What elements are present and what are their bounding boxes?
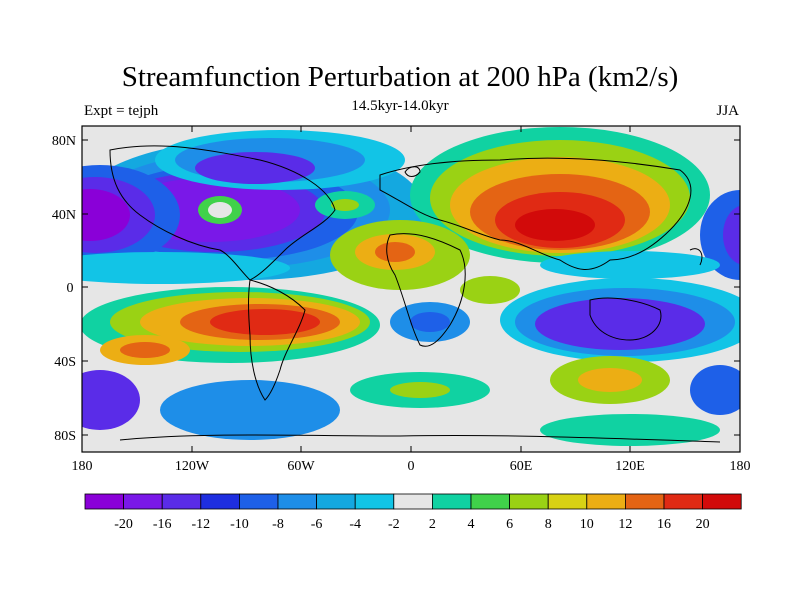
y-ticks	[82, 139, 740, 436]
colorbar-swatch	[123, 493, 163, 510]
lon-label: 120W	[175, 459, 210, 474]
positive-band-atlantic	[315, 191, 520, 304]
colorbar-swatch	[586, 493, 626, 510]
colorbar-label: -16	[153, 517, 172, 532]
colorbar-swatch	[84, 493, 124, 510]
positive-center-eurasia	[410, 127, 710, 263]
lon-label: 180	[730, 459, 751, 474]
colorbar-swatch	[431, 493, 472, 510]
colorbar-label: -8	[272, 517, 284, 532]
colorbar-label: -6	[311, 517, 323, 532]
lon-label: 0	[408, 459, 415, 474]
longitude-labels: 180 120W 60W 0 60E 120E 180	[72, 459, 751, 474]
negative-center-australia	[390, 278, 740, 362]
colorbar-label: 4	[468, 517, 475, 532]
colorbar-label: 16	[657, 517, 671, 532]
colorbar-swatch	[702, 493, 742, 510]
colorbar-swatch	[625, 493, 665, 510]
colorbar-label: 20	[696, 517, 710, 532]
colorbar-label: 8	[545, 517, 552, 532]
lat-label: 80S	[54, 429, 76, 444]
negative-band-arctic	[155, 130, 405, 190]
colorbar-label: -4	[349, 517, 361, 532]
colorbar-swatch	[547, 493, 588, 510]
lon-label: 120E	[615, 459, 645, 474]
colorbar-swatch	[277, 493, 317, 510]
colorbar: -20 -16 -12 -10 -8 -6 -4 -2 2 4 6 8 10 12 16 20	[84, 493, 742, 532]
experiment-label: Expt = tejph	[84, 103, 159, 119]
x-ticks	[81, 126, 741, 452]
negative-center-west-pacific	[82, 165, 740, 280]
lon-label: 60E	[510, 459, 533, 474]
chart-title: Streamfunction Perturbation at 200 hPa (…	[121, 61, 679, 93]
colorbar-swatch	[354, 493, 395, 510]
colorbar-label: -10	[230, 517, 249, 532]
colorbar-swatch	[509, 493, 549, 510]
streamfunction-field	[82, 126, 740, 452]
colorbar-label: -2	[388, 517, 400, 532]
colorbar-swatch	[200, 493, 240, 510]
colorbar-label: -12	[191, 517, 210, 532]
colorbar-label: 12	[618, 517, 632, 532]
colorbar-swatch	[393, 493, 433, 510]
colorbar-label: 2	[429, 517, 436, 532]
lat-label: 80N	[52, 134, 76, 149]
colorbar-label: 6	[506, 517, 513, 532]
positive-center-south-pacific	[82, 287, 380, 365]
lat-label: 40S	[54, 355, 76, 370]
coastlines	[109, 145, 721, 443]
lon-label: 180	[72, 459, 93, 474]
lat-label: 0	[67, 281, 74, 296]
season-label: JJA	[716, 103, 739, 119]
lat-label: 40N	[52, 208, 76, 223]
colorbar-swatch	[238, 493, 279, 510]
colorbar-swatch	[161, 493, 202, 510]
colorbar-swatch	[470, 493, 510, 510]
colorbar-swatch	[663, 493, 703, 510]
negative-band-tropics	[82, 251, 720, 284]
colorbar-swatch	[316, 493, 356, 510]
colorbar-label: 10	[580, 517, 594, 532]
colorbar-label: -20	[114, 517, 133, 532]
lon-label: 60W	[287, 459, 315, 474]
chart-subtitle: 14.5kyr-14.0kyr	[351, 98, 449, 114]
latitude-labels: 80N 40N 0 40S 80S	[52, 134, 76, 444]
